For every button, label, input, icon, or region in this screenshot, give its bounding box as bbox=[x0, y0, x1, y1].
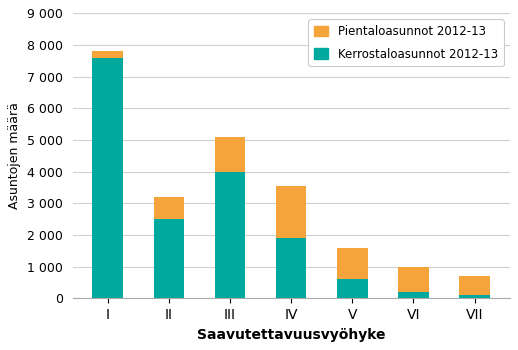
Bar bbox=[276, 238, 307, 299]
Bar bbox=[215, 172, 246, 299]
Bar bbox=[93, 58, 123, 299]
Bar bbox=[337, 279, 368, 299]
Bar bbox=[215, 137, 246, 172]
Bar bbox=[276, 186, 307, 238]
X-axis label: Saavutettavuusvyöhyke: Saavutettavuusvyöhyke bbox=[197, 328, 385, 342]
Bar bbox=[398, 292, 429, 299]
Bar bbox=[337, 248, 368, 279]
Bar bbox=[398, 267, 429, 292]
Bar bbox=[93, 51, 123, 58]
Bar bbox=[154, 197, 184, 219]
Legend: Pientaloasunnot 2012-13, Kerrostaloasunnot 2012-13: Pientaloasunnot 2012-13, Kerrostaloasunn… bbox=[308, 19, 504, 66]
Y-axis label: Asuntojen määrä: Asuntojen määrä bbox=[8, 103, 21, 209]
Bar bbox=[459, 295, 490, 299]
Bar bbox=[459, 276, 490, 295]
Bar bbox=[154, 219, 184, 299]
